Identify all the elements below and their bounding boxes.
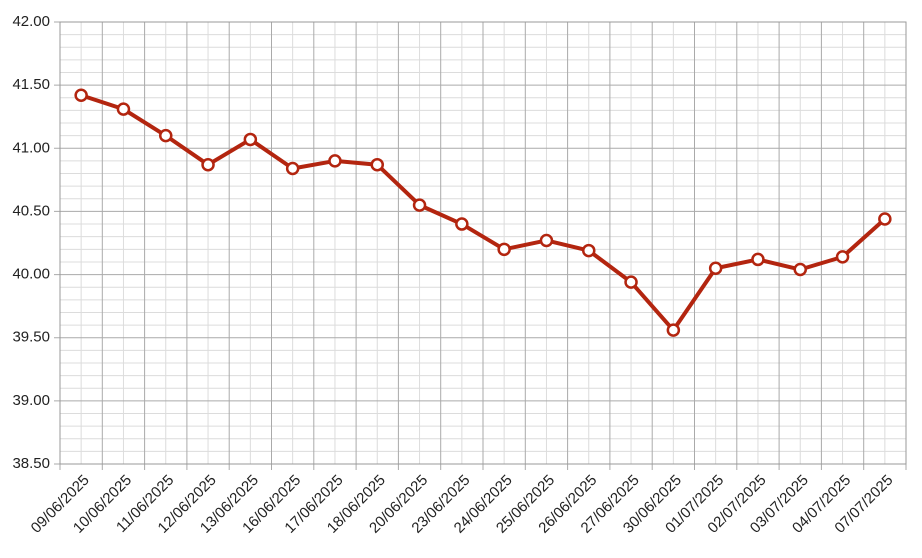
marker: [666, 323, 681, 337]
marker: [624, 275, 638, 289]
marker: [243, 132, 258, 147]
y-tick-label: 40.00: [12, 266, 50, 283]
y-tick-label: 39.00: [12, 392, 50, 409]
y-tick-label: 41.00: [12, 139, 50, 156]
marker: [285, 161, 300, 176]
marker: [412, 198, 427, 212]
plot-border: [59, 21, 907, 465]
marker: [793, 262, 807, 277]
marker: [539, 233, 554, 248]
marker: [751, 252, 765, 267]
y-tick-label: 40.50: [12, 202, 50, 219]
y-tick-label: 41.50: [12, 76, 50, 93]
y-tick-label: 42.00: [12, 13, 50, 30]
marker: [74, 88, 88, 102]
marker: [370, 157, 384, 172]
marker: [835, 250, 850, 264]
line: [80, 93, 887, 333]
marker: [878, 212, 892, 226]
marker: [116, 102, 131, 116]
marker: [708, 261, 723, 276]
marker: [159, 128, 173, 143]
marker: [582, 243, 596, 258]
y-tick-label: 39.50: [12, 329, 50, 346]
marker: [455, 217, 469, 231]
marker: [201, 157, 215, 172]
y-tick-label: 38.50: [12, 455, 50, 472]
marker: [497, 242, 511, 257]
marker: [328, 154, 342, 168]
